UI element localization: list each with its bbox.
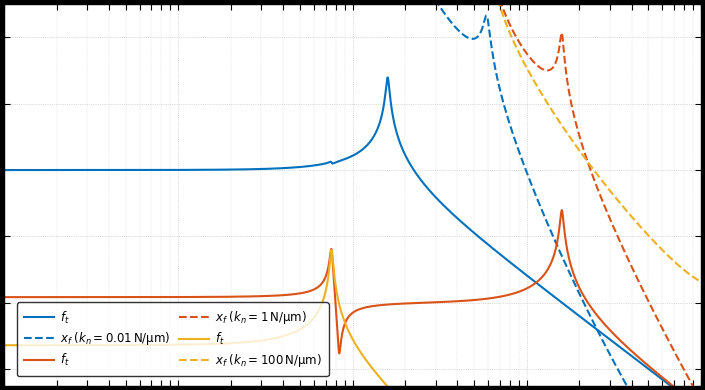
Legend: $f_t$, $x_f \;(k_n = 0.01\,\mathrm{N/\mu m})$, $f_t$, $x_f \;(k_n = 1\,\mathrm{N: $f_t$, $x_f \;(k_n = 0.01\,\mathrm{N/\mu… xyxy=(17,302,329,376)
